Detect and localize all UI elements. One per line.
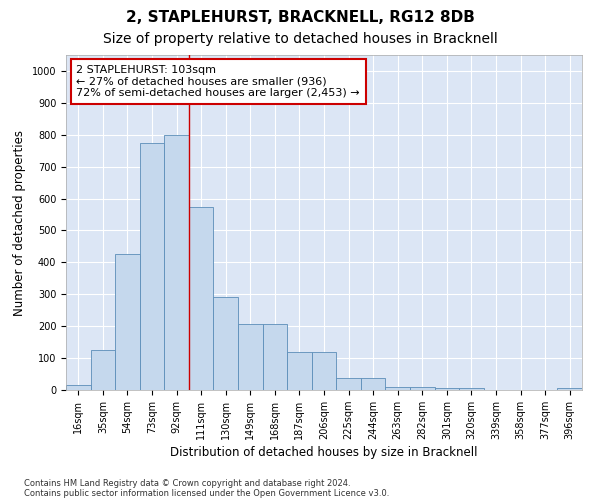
Text: Size of property relative to detached houses in Bracknell: Size of property relative to detached ho…	[103, 32, 497, 46]
Bar	[336, 378, 361, 390]
Bar	[189, 206, 214, 390]
Text: 2 STAPLEHURST: 103sqm
← 27% of detached houses are smaller (936)
72% of semi-det: 2 STAPLEHURST: 103sqm ← 27% of detached …	[76, 65, 360, 98]
Text: Contains HM Land Registry data © Crown copyright and database right 2024.: Contains HM Land Registry data © Crown c…	[24, 478, 350, 488]
Bar	[115, 254, 140, 390]
Bar	[410, 387, 434, 390]
Bar	[459, 388, 484, 390]
Bar	[361, 378, 385, 390]
Text: 2, STAPLEHURST, BRACKNELL, RG12 8DB: 2, STAPLEHURST, BRACKNELL, RG12 8DB	[125, 10, 475, 25]
Y-axis label: Number of detached properties: Number of detached properties	[13, 130, 26, 316]
Bar	[140, 142, 164, 390]
Bar	[164, 135, 189, 390]
Bar	[238, 324, 263, 390]
Bar	[312, 352, 336, 390]
Bar	[214, 298, 238, 390]
Bar	[66, 385, 91, 390]
Bar	[557, 388, 582, 390]
Bar	[263, 324, 287, 390]
Bar	[434, 388, 459, 390]
Bar	[385, 387, 410, 390]
Text: Contains public sector information licensed under the Open Government Licence v3: Contains public sector information licen…	[24, 490, 389, 498]
X-axis label: Distribution of detached houses by size in Bracknell: Distribution of detached houses by size …	[170, 446, 478, 459]
Bar	[287, 352, 312, 390]
Bar	[91, 350, 115, 390]
